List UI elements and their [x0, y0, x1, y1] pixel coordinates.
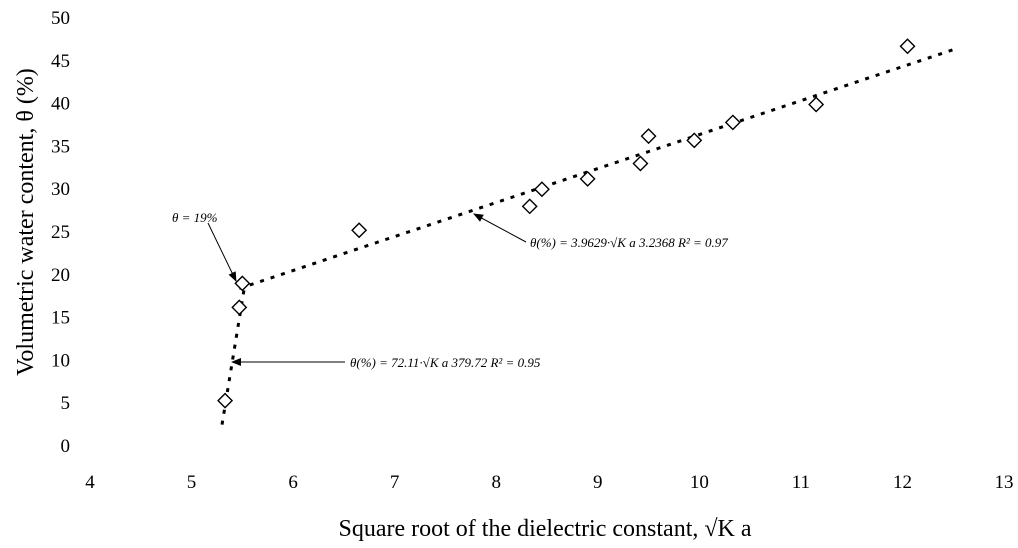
data-point [686, 132, 703, 149]
annotation-arrow-theta-19 [207, 222, 237, 282]
x-tick-label: 5 [187, 472, 197, 493]
data-point [724, 114, 741, 131]
data-point [640, 128, 657, 145]
x-tick-label: 12 [893, 472, 912, 493]
x-tick-label: 6 [288, 472, 298, 493]
annotation-arrow-fit-linear [473, 213, 527, 243]
x-tick-label: 9 [593, 472, 603, 493]
x-tick-label: 8 [491, 472, 501, 493]
y-tick-label: 30 [51, 179, 70, 200]
y-tick-label: 10 [51, 350, 70, 371]
y-tick-label: 45 [51, 51, 70, 72]
y-tick-label: 20 [51, 265, 70, 286]
data-points [217, 38, 916, 409]
data-point [899, 38, 916, 55]
y-tick-label: 0 [61, 436, 71, 457]
data-point [521, 198, 538, 215]
x-axis-ticks: 4 5 6 7 8 9 10 11 12 13 [85, 472, 1013, 493]
y-axis-title: Volumetric water content, θ (%) [13, 68, 39, 376]
x-tick-label: 10 [690, 472, 709, 493]
data-point [579, 170, 596, 187]
annotation-fit-steep: θ(%) = 72.11·√K a 379.72 R² = 0.95 [350, 355, 541, 370]
y-tick-label: 40 [51, 94, 70, 115]
annotation-fit-linear: θ(%) = 3.9629·√K a 3.2368 R² = 0.97 [530, 235, 728, 250]
x-tick-label: 11 [792, 472, 810, 493]
y-tick-label: 5 [61, 393, 71, 414]
y-tick-label: 15 [51, 308, 70, 329]
y-tick-label: 50 [51, 8, 70, 29]
fit-line [238, 46, 959, 290]
x-axis-title: Square root of the dielectric constant, … [338, 516, 751, 542]
data-point [231, 299, 248, 316]
data-point [351, 222, 368, 239]
x-tick-label: 4 [85, 472, 95, 493]
y-axis-ticks: 0 5 10 15 20 25 30 35 40 45 50 [51, 8, 70, 457]
x-tick-label: 13 [995, 472, 1014, 493]
y-tick-label: 35 [51, 136, 70, 157]
data-point [533, 181, 550, 198]
data-point [632, 155, 649, 172]
y-tick-label: 25 [51, 222, 70, 243]
annotation-theta-19: θ = 19% [172, 210, 218, 225]
data-point [217, 392, 234, 409]
data-point [808, 96, 825, 113]
data-point [234, 275, 251, 292]
x-tick-label: 7 [390, 472, 400, 493]
